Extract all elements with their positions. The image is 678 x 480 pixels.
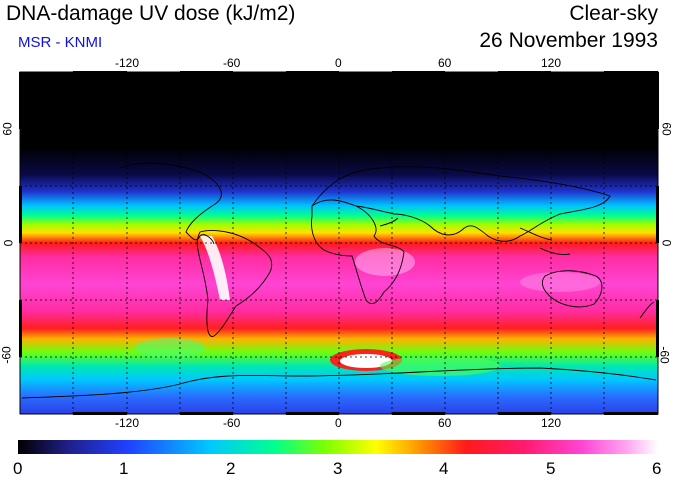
colorbar bbox=[18, 440, 658, 454]
lon-tick-top-4: 60 bbox=[438, 56, 452, 70]
graticule bbox=[20, 72, 658, 414]
colorbar-label-0: 0 bbox=[13, 459, 23, 478]
source-label: MSR - KNMI bbox=[18, 34, 103, 51]
lon-tick-bottom-4: 60 bbox=[438, 416, 452, 430]
lat-tick-right-2: 0 bbox=[659, 239, 674, 247]
colorbar-label-6: 6 bbox=[652, 459, 662, 478]
lat-tick-right-3: -60 bbox=[657, 346, 672, 364]
lon-tick-top-3: 0 bbox=[335, 56, 342, 70]
lat-tick-left-3: -60 bbox=[0, 346, 14, 364]
lon-tick-bottom-1: -120 bbox=[115, 416, 140, 430]
lon-tick-top-2: -60 bbox=[223, 56, 241, 70]
lon-tick-bottom-2: -60 bbox=[223, 416, 241, 430]
lon-tick-bottom-5: 120 bbox=[541, 416, 562, 430]
lat-tick-right-1: 60 bbox=[659, 122, 674, 136]
lon-tick-top-1: -120 bbox=[115, 56, 140, 70]
map-frame bbox=[19, 71, 659, 415]
colorbar-label-2: 2 bbox=[226, 459, 236, 478]
sky-condition-label: Clear-sky bbox=[569, 2, 658, 25]
coastlines bbox=[21, 162, 657, 399]
colorbar-label-4: 4 bbox=[439, 459, 449, 478]
colorbar-label-5: 5 bbox=[546, 459, 556, 478]
date-label: 26 November 1993 bbox=[479, 29, 658, 52]
colorbar-label-1: 1 bbox=[119, 459, 129, 478]
map-title: DNA-damage UV dose (kJ/m2) bbox=[6, 2, 296, 25]
colorbar-label-3: 3 bbox=[333, 459, 343, 478]
lat-tick-left-1: 60 bbox=[0, 122, 15, 136]
lon-tick-top-5: 120 bbox=[541, 56, 562, 70]
lon-tick-bottom-3: 0 bbox=[335, 416, 342, 430]
lat-tick-left-2: 0 bbox=[1, 239, 16, 247]
